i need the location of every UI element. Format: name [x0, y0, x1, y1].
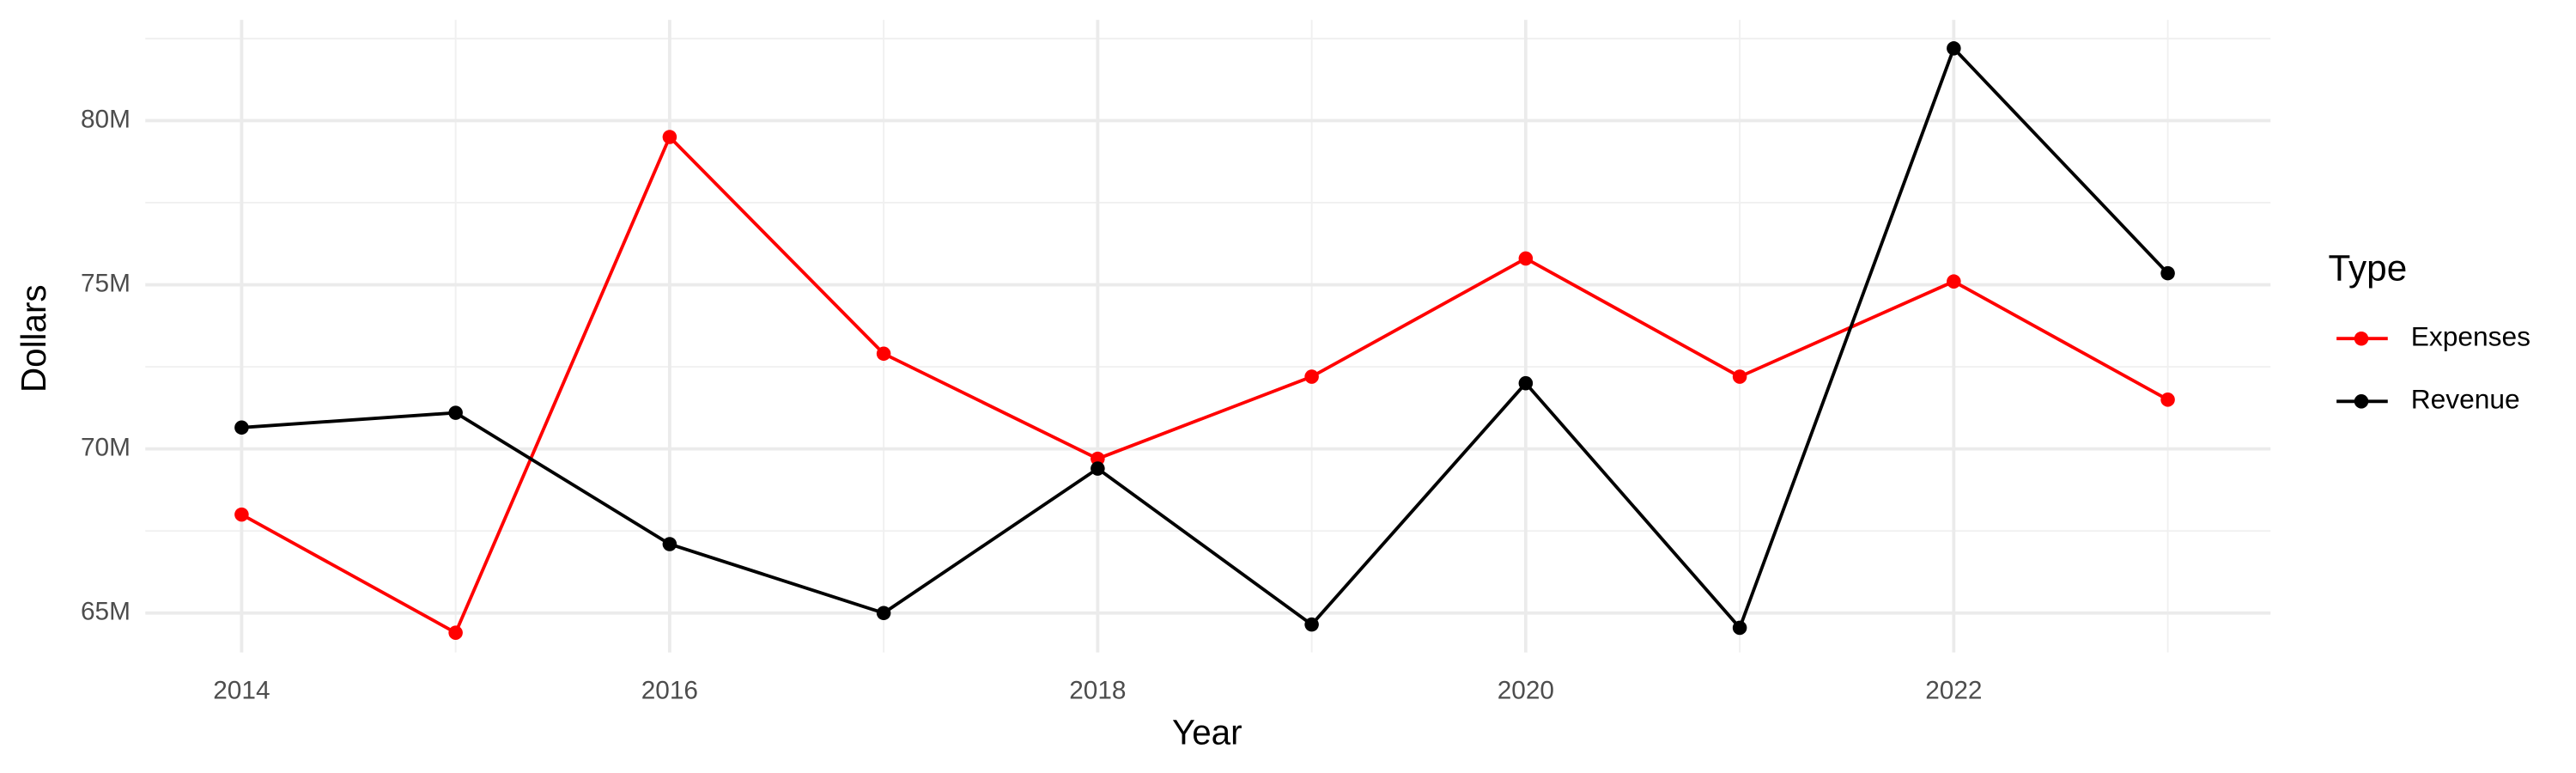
- y-tick-label: 65M: [81, 598, 131, 626]
- x-tick-label: 2016: [641, 677, 698, 705]
- data-point: [1304, 617, 1319, 632]
- plot-marks: [234, 41, 2175, 640]
- data-point: [662, 130, 677, 144]
- x-tick-label: 2022: [1925, 677, 1982, 705]
- y-axis-title: Dollars: [14, 284, 53, 393]
- data-point: [1947, 41, 1961, 56]
- data-point: [448, 405, 463, 420]
- data-point: [876, 346, 891, 362]
- data-point: [234, 420, 249, 435]
- data-point: [234, 507, 249, 522]
- data-point: [1732, 369, 1747, 384]
- data-point: [662, 537, 677, 551]
- y-tick-label: 75M: [81, 269, 131, 297]
- legend-title: Type: [2329, 248, 2408, 289]
- x-tick-label: 2018: [1069, 677, 1126, 705]
- grid: [145, 20, 2271, 653]
- data-point: [2160, 393, 2175, 407]
- data-point: [1518, 251, 1534, 266]
- series-line: [241, 45, 2169, 631]
- x-tick-label: 2014: [213, 677, 270, 705]
- series-line: [240, 134, 2169, 636]
- legend-label: Expenses: [2411, 321, 2530, 352]
- legend-label: Revenue: [2411, 384, 2520, 415]
- data-point: [1947, 274, 1961, 289]
- x-tick-label: 2020: [1498, 677, 1554, 705]
- x-axis-title: Year: [1172, 712, 1242, 752]
- data-point: [876, 606, 891, 621]
- data-point: [1091, 461, 1105, 476]
- data-point: [448, 625, 463, 640]
- data-point: [1091, 451, 1105, 466]
- data-point: [1732, 620, 1747, 636]
- data-point: [1304, 369, 1319, 384]
- legend: Expenses Revenue: [2336, 321, 2530, 415]
- legend-marker: [2354, 394, 2369, 409]
- data-point: [2160, 265, 2175, 281]
- legend-marker: [2354, 331, 2369, 346]
- y-tick-label: 80M: [81, 105, 131, 133]
- data-point: [1518, 375, 1534, 391]
- y-tick-label: 70M: [81, 434, 131, 462]
